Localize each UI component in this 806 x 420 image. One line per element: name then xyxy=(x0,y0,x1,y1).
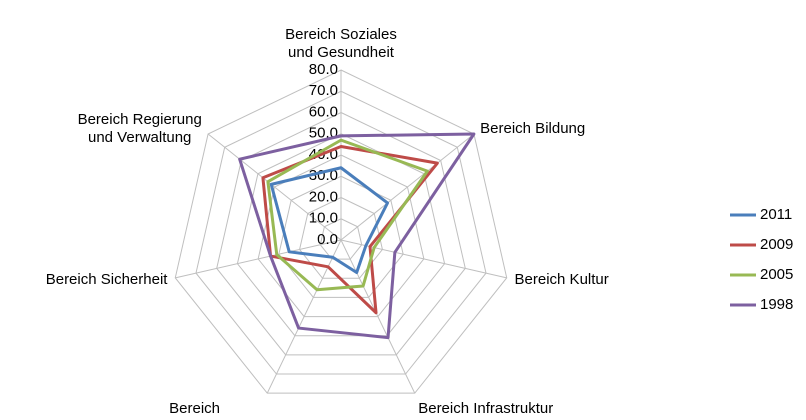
spoke xyxy=(340,133,475,241)
category-label: Bereich Wirtschaftsförderung xyxy=(125,400,263,420)
series-line xyxy=(269,166,390,275)
spoke xyxy=(175,239,342,279)
category-label: Bereich Regierung und Verwaltung xyxy=(77,111,202,147)
legend-label: 2009 xyxy=(760,236,793,253)
category-label: Bereich Infrastruktur xyxy=(418,400,554,418)
category-label: Bereich Soziales und Gesundheit xyxy=(285,26,397,61)
r-tick-label: 60.0 xyxy=(309,103,338,120)
legend-label: 1998 xyxy=(760,296,793,313)
r-tick-label: 10.0 xyxy=(309,210,338,227)
grid-line xyxy=(278,175,404,298)
spoke xyxy=(207,133,342,241)
category-label: Bereich Kultur xyxy=(514,270,609,288)
series-line xyxy=(266,138,429,292)
category-label: Bereich Bildung xyxy=(480,120,586,138)
legend-label: 2011 xyxy=(760,206,792,223)
grid-line xyxy=(174,69,508,394)
spoke xyxy=(340,239,416,394)
legend-label: 2005 xyxy=(760,266,793,283)
grid-line xyxy=(236,133,446,337)
series-line xyxy=(261,145,439,315)
r-tick-label: 0.0 xyxy=(317,231,338,248)
grid-line xyxy=(319,218,363,260)
r-tick-label: 80.0 xyxy=(309,61,338,78)
r-tick-label: 20.0 xyxy=(309,188,338,205)
category-label: Bereich Sicherheit xyxy=(45,270,168,288)
grid-line xyxy=(195,90,487,375)
r-tick-label: 70.0 xyxy=(309,82,338,99)
series-line xyxy=(238,132,476,340)
